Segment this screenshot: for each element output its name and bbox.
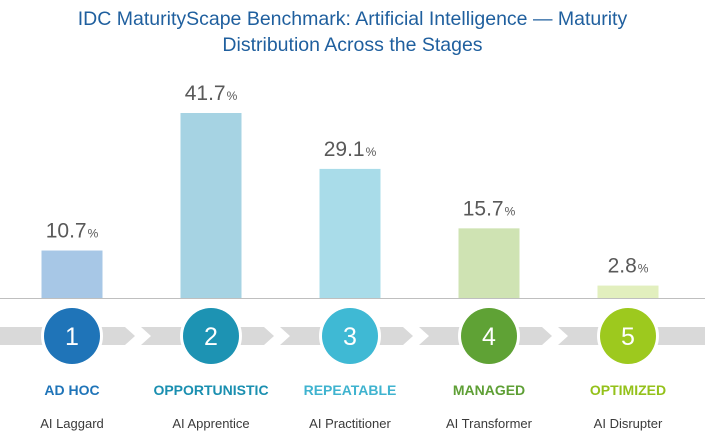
- stage-number-3: 3: [343, 323, 357, 351]
- bar-managed: [458, 228, 520, 298]
- bar-opportunistic: [180, 113, 242, 298]
- stage-subtitle-3: AI Practitioner: [309, 416, 391, 431]
- data-label-1: 10.7%: [46, 220, 99, 243]
- chart-title-line-1: IDC MaturityScape Benchmark: Artificial …: [77, 8, 628, 30]
- stage-number-2: 2: [204, 323, 218, 351]
- stage-circle-4: [461, 308, 517, 364]
- chart-title-line-2: Distribution Across the Stages: [222, 34, 483, 56]
- stage-name-opportunistic: OPPORTUNISTIC: [153, 382, 268, 398]
- stage-circle-5: [600, 308, 656, 364]
- stage-number-1: 1: [65, 323, 79, 351]
- stage-name-repeatable: REPEATABLE: [304, 382, 397, 398]
- stage-name-managed: MANAGED: [453, 382, 525, 398]
- data-label-5: 2.8%: [608, 255, 649, 278]
- stage-subtitle-1: AI Laggard: [40, 416, 104, 431]
- data-label-3: 29.1%: [324, 138, 377, 161]
- data-label-2: 41.7%: [185, 82, 238, 105]
- stage-name-ad-hoc: AD HOC: [44, 382, 99, 398]
- stage-subtitle-5: AI Disrupter: [594, 416, 663, 431]
- chart-title: IDC MaturityScape Benchmark: Artificial …: [0, 6, 705, 58]
- stage-number-5: 5: [621, 323, 635, 351]
- bar-repeatable: [319, 168, 381, 298]
- stage-circle-1: [44, 308, 100, 364]
- data-label-4: 15.7%: [463, 197, 516, 220]
- stage-number-4: 4: [482, 323, 496, 351]
- stage-name-optimized: OPTIMIZED: [590, 382, 666, 398]
- bar-optimized: [597, 285, 659, 298]
- stage-subtitle-2: AI Apprentice: [172, 416, 249, 431]
- bar-ad-hoc: [41, 250, 103, 298]
- stage-circle-2: [183, 308, 239, 364]
- stage-circle-3: [322, 308, 378, 364]
- stage-subtitle-4: AI Transformer: [446, 416, 533, 431]
